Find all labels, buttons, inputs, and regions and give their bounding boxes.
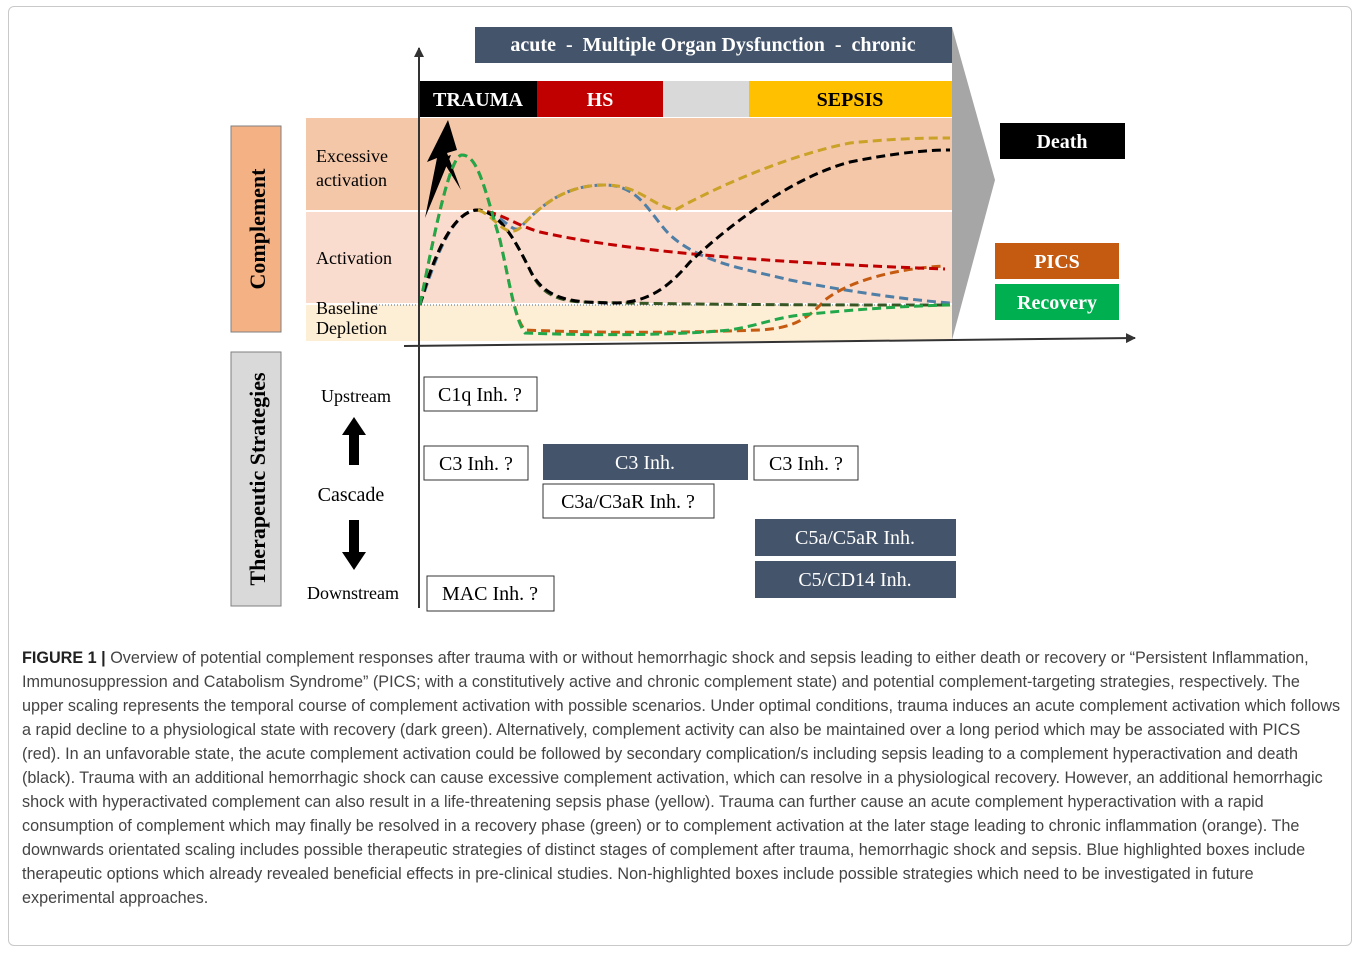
complement-label-box	[230, 125, 282, 333]
zone-excessive-line2: activation	[316, 170, 387, 190]
outcome-pics-box	[995, 243, 1119, 279]
cascade-upstream-label: Upstream	[321, 386, 391, 406]
c3-right-box	[753, 445, 859, 481]
c3-right-label: C3 Inh. ?	[769, 453, 843, 475]
c5cd14-label: C5/CD14 Inh.	[798, 569, 911, 591]
zone-excessive-line1: Excessive	[316, 146, 388, 166]
zone-depletion-label: Depletion	[316, 318, 387, 338]
c5cd14-box	[755, 561, 956, 598]
therapeutic-label-box	[230, 351, 282, 607]
c5a-box	[755, 519, 956, 556]
curve-yellow	[477, 136, 951, 233]
timeline-banner: acute - Multiple Organ Dysfunction - chr…	[510, 34, 915, 56]
curve-black	[418, 148, 951, 306]
phase-sepsis-label: SEPSIS	[817, 89, 884, 111]
mac-label: MAC Inh. ?	[442, 583, 538, 605]
activation-zone	[306, 211, 952, 303]
c3-left-label: C3 Inh. ?	[439, 453, 513, 475]
outcome-pics-label: PICS	[1034, 251, 1080, 273]
phase-hs-label: HS	[587, 89, 614, 111]
phase-hs-bar	[537, 81, 663, 117]
c3a-label: C3a/C3aR Inh. ?	[561, 491, 695, 513]
caption-label: FIGURE 1 |	[22, 649, 106, 667]
mac-box	[426, 575, 555, 612]
outcome-recovery-label: Recovery	[1017, 292, 1097, 314]
c3-box	[543, 444, 748, 480]
down-arrow-icon	[342, 520, 366, 570]
phase-gap-bar	[663, 81, 749, 117]
curve-green	[418, 153, 951, 337]
zone-baseline-label: Baseline	[316, 298, 378, 318]
c3a-box	[542, 483, 715, 519]
phase-sepsis-bar	[749, 81, 952, 117]
c3-left-box	[423, 445, 529, 481]
figure-caption: FIGURE 1 | Overview of potential complem…	[22, 646, 1342, 910]
phase-trauma-bar	[420, 81, 537, 117]
c5a-label: C5a/C5aR Inh.	[795, 527, 915, 549]
outcome-arrow	[952, 27, 995, 340]
phase-trauma-label: TRAUMA	[433, 89, 524, 111]
c1q-label: C1q Inh. ?	[438, 384, 522, 406]
lightning-bolt-icon	[425, 120, 461, 218]
cascade-label: Cascade	[318, 484, 385, 506]
x-axis	[403, 333, 1136, 347]
cascade-downstream-label: Downstream	[307, 583, 399, 603]
c3-label: C3 Inh.	[615, 452, 675, 474]
excessive-zone	[306, 118, 952, 211]
timeline-banner-box	[475, 27, 952, 63]
caption-text: Overview of potential complement respons…	[22, 649, 1341, 907]
c1q-box	[423, 376, 538, 412]
therapeutic-label: Therapeutic Strategies	[245, 372, 270, 586]
up-arrow-icon	[342, 417, 366, 465]
outcome-recovery-box	[995, 284, 1119, 320]
outcome-death-box	[1000, 123, 1125, 159]
zone-activation-label: Activation	[316, 248, 392, 268]
curve-red	[418, 208, 946, 306]
figure-frame	[8, 6, 1352, 946]
complement-label: Complement	[245, 168, 270, 290]
complement-diagram: acute - Multiple Organ Dysfunction - chr…	[230, 27, 1136, 612]
outcome-death-label: Death	[1036, 131, 1087, 153]
zone-excessive-label: Excessive activation	[316, 146, 392, 190]
